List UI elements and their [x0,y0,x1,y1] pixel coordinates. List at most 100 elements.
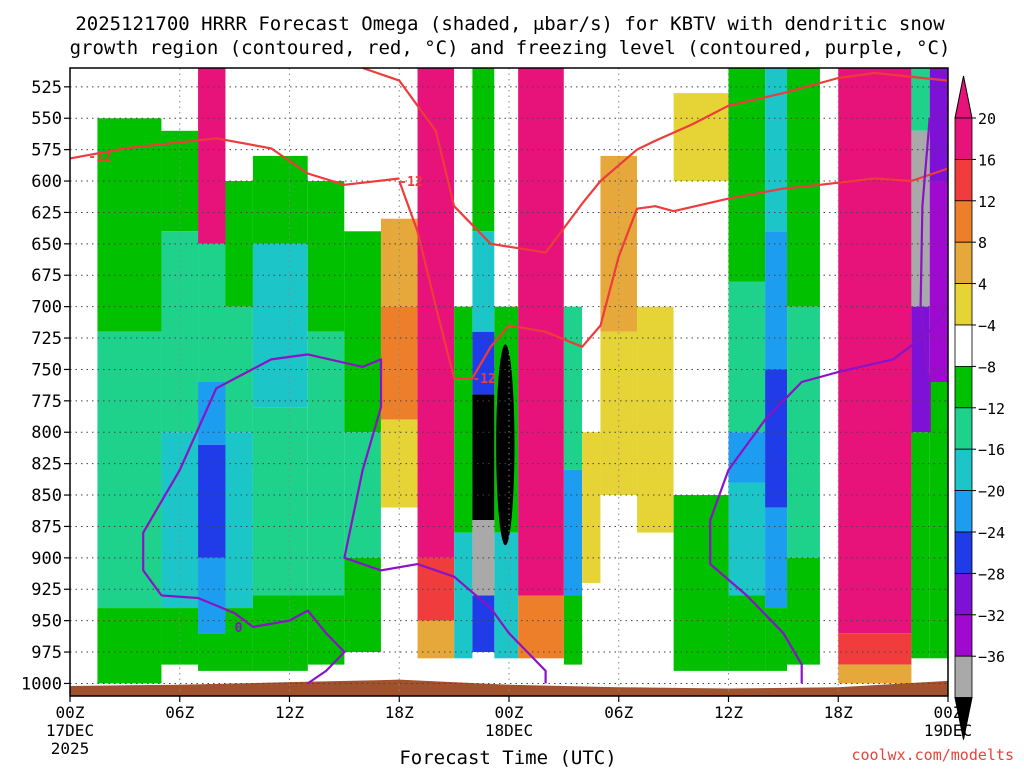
omega-cell [637,306,674,533]
x-tick-label: 00Z [495,703,524,722]
credit-text: coolwx.com/modelts [851,746,1014,764]
colorbar-swatch [954,573,973,616]
dgz-contour-line [398,167,949,380]
colorbar-swatch [954,614,973,657]
omega-cell [673,68,729,94]
dgz-contour-line [362,66,949,254]
colorbar-label: 8 [978,234,987,252]
omega-cell [563,595,583,665]
y-tick-label: 875 [31,517,62,537]
omega-min-core [496,344,515,546]
omega-cell [380,68,418,219]
y-tick-label: 750 [31,360,62,380]
freezing-level-contours: 0 [142,118,949,685]
omega-cell [494,532,519,659]
omega-cell [198,444,226,558]
dendritic-growth-contours: -12 -12 -12 [69,66,949,387]
omega-cell [765,507,788,609]
omega-cell [472,231,495,332]
y-tick-label: 950 [31,612,62,632]
freezing-contour-line [709,305,949,684]
y-tick-label: 625 [31,203,62,223]
omega-cell [929,382,948,659]
omega-cell [765,608,788,671]
colorbar-label: −36 [978,648,1005,666]
colorbar-top-arrow [954,75,973,119]
omega-cell [198,382,226,445]
y-tick-label: 525 [31,78,62,98]
y-tick-label: 675 [31,266,62,286]
omega-cell [838,633,912,665]
omega-cell [600,331,638,496]
y-axis: 525 550 575 600 625 650 675 700 725 750 775 800 825 8… [21,78,70,694]
colorbar-bottom-arrow [954,697,973,740]
chart-title-line2: growth region (contoured, red, °C) and f… [70,37,951,59]
omega-cell [472,595,495,653]
omega-cell [563,469,583,596]
omega-cell [380,306,418,420]
y-tick-label: 550 [31,109,62,129]
omega-cell [225,608,253,671]
omega-cell [600,68,638,156]
y-tick-label: 775 [31,392,62,412]
y-tick-label: 600 [31,172,62,192]
omega-cell [252,155,308,244]
colorbar-label: −4 [978,317,996,335]
colorbar-swatch [954,448,973,492]
omega-cell [911,306,930,433]
colorbar-label: −24 [978,524,1005,542]
omega-cell [252,595,308,671]
dgz-contour-label: -12 [399,175,422,190]
omega-cell [728,281,766,433]
colorbar-label: 12 [978,193,996,211]
x-tick-label: 00Z [56,703,85,722]
freezing-contour-line [161,594,346,685]
omega-cell [454,68,473,307]
omega-cell [673,495,729,671]
omega-cell [161,608,199,665]
omega-cell [765,231,788,370]
omega-cell [252,243,308,408]
dgz-contour-label: -12 [88,150,111,165]
omega-cell [673,93,729,182]
colorbar-label: −12 [978,400,1005,418]
colorbar-swatch [954,283,973,326]
omega-cell [344,231,381,433]
x-tick-date: 17DEC [46,721,94,740]
omega-cell [454,532,473,659]
omega-cell [307,181,345,332]
omega-cell [494,68,519,307]
x-tick-label: 12Z [275,703,304,722]
omega-cell [518,595,564,659]
colorbar-swatch [954,655,973,699]
omega-cell [911,68,930,131]
omega-cell [728,482,766,596]
x-tick-label: 18Z [385,703,414,722]
omega-cell [417,557,455,621]
omega-cell [380,218,418,307]
colorbar-label: −16 [978,441,1005,459]
freezing-contour-label: 0 [235,621,243,636]
y-tick-label: 825 [31,455,62,475]
y-tick-label: 800 [31,423,62,443]
omega-cell [97,68,162,119]
omega-cell [417,620,455,659]
omega-cell [637,68,674,307]
omega-cell [637,532,674,684]
omega-cell [582,432,601,583]
x-axis-label: Forecast Time (UTC) [399,747,616,768]
omega-cell [819,68,839,684]
omega-cell [472,331,495,395]
y-tick-label: 975 [31,643,62,663]
x-tick-year: 2025 [51,739,90,758]
omega-cell [97,118,162,332]
x-tick-label: 06Z [604,703,633,722]
colorbar-swatch [954,365,973,409]
omega-cell [307,68,345,182]
colorbar-label: −32 [978,607,1005,625]
terrain-fill [70,679,948,696]
y-tick-label: 725 [31,329,62,349]
omega-cell [417,68,455,558]
